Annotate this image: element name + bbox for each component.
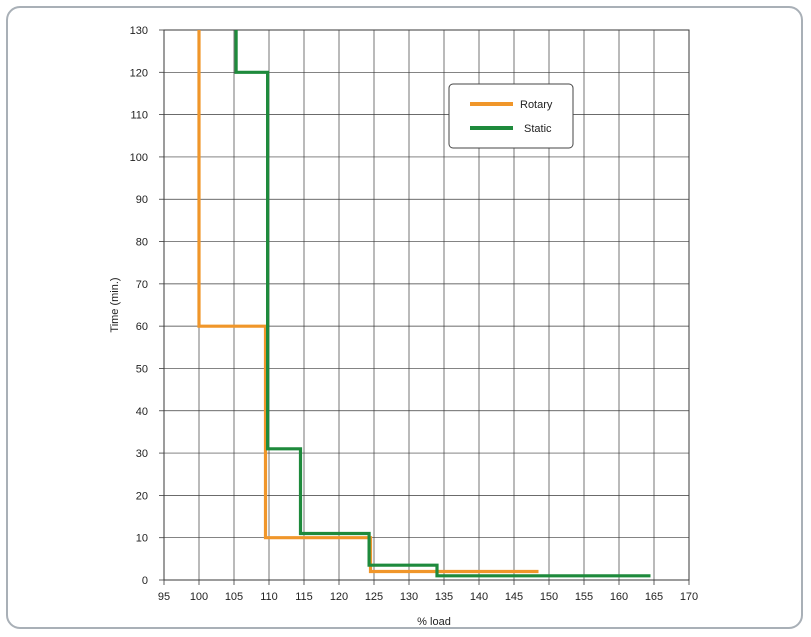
- y-tick-label: 120: [130, 67, 148, 79]
- y-tick-label: 30: [136, 448, 148, 460]
- y-tick-label: 110: [130, 110, 148, 122]
- series-line-rotary: [197, 30, 539, 574]
- legend-label-static: Static: [524, 123, 552, 135]
- axes: [159, 29, 690, 585]
- x-tick-label: 165: [645, 591, 663, 603]
- series-lines: [197, 30, 651, 578]
- y-tick-label: 0: [142, 575, 148, 587]
- x-tick-label: 110: [260, 591, 278, 603]
- legend-box: [448, 83, 574, 149]
- x-tick-label: 120: [330, 591, 348, 603]
- y-tick-label: 40: [136, 406, 148, 418]
- x-tick-label: 105: [225, 591, 243, 603]
- y-tick-label: 70: [136, 279, 148, 291]
- x-tick-label: 150: [540, 591, 558, 603]
- y-tick-label: 90: [136, 194, 148, 206]
- x-tick-label: 170: [680, 591, 698, 603]
- y-tick-label: 20: [136, 490, 148, 502]
- y-tick-label: 10: [136, 533, 148, 545]
- x-tick-label: 140: [470, 591, 488, 603]
- y-tick-labels: 0 10 20 30 40 50 60 70 80 90 100 110 120 130: [130, 25, 148, 587]
- series-line-static: [234, 30, 651, 578]
- y-tick-label: 130: [130, 25, 148, 37]
- x-tick-label: 135: [435, 591, 453, 603]
- x-tick-label: 160: [610, 591, 628, 603]
- y-axis-title: Time (min.): [109, 277, 121, 332]
- legend: Rotary Static: [448, 83, 574, 149]
- y-tick-label: 60: [136, 321, 148, 333]
- grid: [163, 29, 690, 581]
- plot-border: [163, 29, 690, 581]
- x-tick-label: 115: [295, 591, 313, 603]
- legend-label-rotary: Rotary: [520, 99, 553, 111]
- x-tick-label: 145: [505, 591, 523, 603]
- x-tick-label: 130: [400, 591, 418, 603]
- x-tick-label: 95: [158, 591, 170, 603]
- x-tick-label: 125: [365, 591, 383, 603]
- y-tick-label: 80: [136, 237, 148, 249]
- y-tick-label: 100: [130, 152, 148, 164]
- x-axis-title: % load: [417, 616, 451, 628]
- x-tick-label: 155: [575, 591, 593, 603]
- x-tick-label: 100: [190, 591, 208, 603]
- x-tick-labels: 95 100 105 110 115 120 125 130 135 140 145 150 155 16…: [158, 591, 698, 603]
- y-tick-label: 50: [136, 363, 148, 375]
- chart-frame: [6, 6, 803, 629]
